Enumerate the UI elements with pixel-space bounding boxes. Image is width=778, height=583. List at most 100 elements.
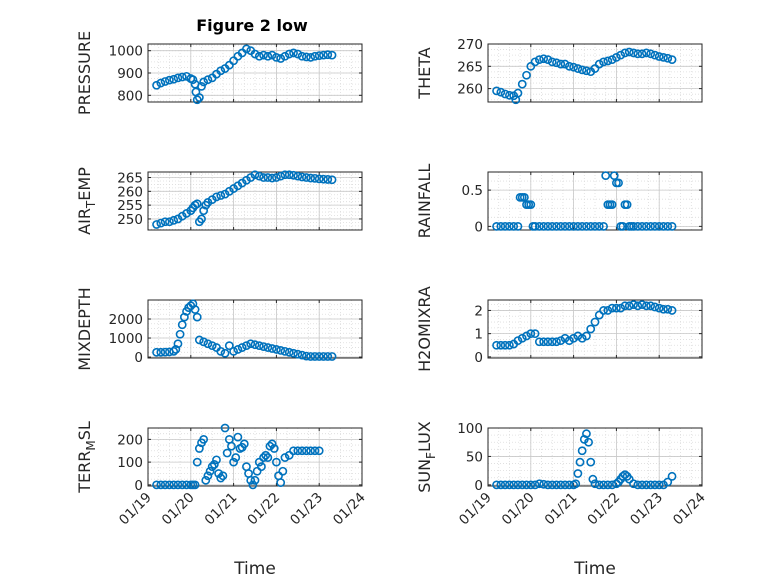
data-point [267, 344, 277, 353]
data-point [552, 58, 561, 68]
data-point [603, 306, 613, 315]
axes-box [487, 299, 703, 359]
data-point [603, 480, 613, 490]
data-point [594, 59, 604, 69]
data-point [152, 347, 161, 357]
data-point [646, 301, 656, 311]
data-point [590, 221, 600, 231]
data-point [569, 333, 578, 343]
data-point [575, 457, 585, 467]
x-tick-label: 01/24 [670, 490, 709, 529]
data-point [582, 221, 591, 231]
data-point [633, 301, 643, 311]
data-point [584, 437, 593, 447]
data-point [637, 49, 647, 59]
data-point [199, 206, 209, 216]
data-point [310, 173, 320, 183]
data-point [513, 480, 523, 490]
data-point [526, 480, 536, 490]
data-point [280, 170, 290, 180]
data-point [314, 51, 324, 60]
data-point [327, 50, 337, 60]
x-tick-label: 01/22 [584, 490, 623, 529]
data-point [530, 329, 540, 339]
x-axis-label: Time [233, 559, 276, 579]
data-point [594, 221, 604, 231]
data-point [612, 52, 621, 62]
data-point [637, 480, 647, 490]
data-point [543, 337, 553, 347]
y-tick-label: 1000 [109, 44, 143, 60]
data-point [496, 221, 506, 231]
data-point [547, 221, 557, 231]
data-point [319, 174, 328, 184]
data-point [607, 303, 617, 313]
data-point [599, 480, 608, 490]
y-tick-label: 265 [457, 59, 483, 75]
figure-title: Figure 2 low [196, 16, 308, 35]
data-point [212, 192, 221, 202]
data-point [573, 64, 583, 73]
y-tick-label: 900 [117, 66, 143, 82]
data-point [496, 87, 506, 97]
data-point [276, 171, 286, 181]
data-point [254, 51, 264, 61]
x-tick-label: 01/21 [542, 490, 581, 529]
data-point [594, 480, 604, 490]
y-tick-label: 265 [117, 171, 143, 187]
data-point [637, 300, 647, 310]
data-point [601, 171, 611, 181]
data-point [160, 480, 170, 490]
data-point [663, 53, 673, 63]
y-axis-label: MIXDEPTH [75, 287, 94, 370]
data-point [231, 453, 241, 462]
y-tick-label: 2 [474, 303, 483, 319]
data-point [289, 348, 298, 358]
data-point [207, 341, 217, 351]
data-point [220, 423, 230, 433]
data-point [293, 49, 303, 59]
subplot-5: 0 1000 2000 MIXDEPTH [75, 287, 363, 371]
data-point [588, 474, 598, 484]
subplot-6: 0 1 2 H2OMIXRA [415, 286, 703, 372]
data-point [534, 221, 544, 231]
data-point [169, 346, 179, 356]
y-axis-label: TERRMSL [75, 421, 98, 494]
data-point [633, 221, 643, 231]
data-point [284, 49, 294, 59]
data-point [663, 477, 673, 487]
data-point [607, 200, 617, 210]
data-point [250, 475, 260, 485]
data-point [586, 324, 596, 334]
data-point [522, 480, 531, 490]
y-tick-label: 1000 [109, 331, 143, 347]
data-point [250, 340, 260, 350]
data-point [164, 75, 174, 85]
data-point [646, 480, 656, 490]
data-point [633, 49, 643, 59]
data-point [190, 305, 200, 314]
data-point [552, 337, 561, 347]
data-point [496, 340, 506, 350]
y-tick-label: 270 [457, 37, 483, 53]
data-point [248, 480, 258, 490]
x-tick-label: 01/23 [287, 490, 326, 529]
data-point [323, 50, 333, 60]
data-point [293, 171, 303, 181]
y-tick-label: 0.5 [462, 183, 483, 199]
subplot-8: 0 50 100 01/19 01/20 01/21 01/22 01/23 01/24 SUNF… [415, 421, 709, 579]
data-point [310, 51, 320, 61]
y-tick-label: 0 [474, 478, 483, 494]
data-point [280, 346, 290, 356]
data-point [229, 457, 238, 467]
y-tick-label: 0 [134, 478, 143, 494]
data-point [496, 480, 506, 490]
x-tick-label: 01/23 [627, 490, 666, 529]
data-point [530, 480, 540, 490]
data-point [160, 347, 170, 357]
data-point [614, 178, 623, 188]
axes-box [487, 43, 703, 103]
data-point [199, 77, 209, 87]
data-point [289, 446, 298, 456]
data-point [293, 446, 303, 456]
